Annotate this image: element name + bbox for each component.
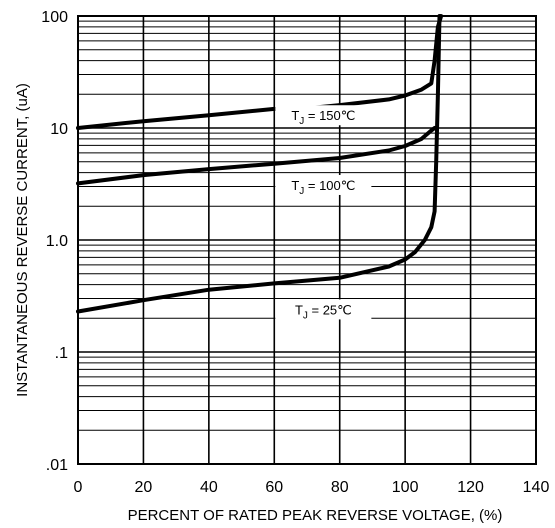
data-curves [76, 14, 444, 314]
series-label-bg-2 [275, 299, 372, 320]
x-tick-label: 0 [74, 479, 83, 496]
plot-frame [77, 15, 537, 465]
y-tick-labels: 100 10 1.0 .1 .01 [41, 9, 68, 474]
series-label-1: TJ = 100℃ [291, 178, 355, 197]
x-tick-label: 40 [200, 479, 218, 496]
x-tick-label: 140 [523, 479, 550, 496]
x-tick-label: 80 [331, 479, 349, 496]
series-label-0: TJ = 150℃ [291, 108, 355, 127]
y-tick-label: 1.0 [46, 233, 68, 250]
x-tick-labels: 0 20 40 60 80 100 120 140 [74, 479, 550, 496]
x-axis-label: PERCENT OF RATED PEAK REVERSE VOLTAGE, (… [128, 507, 503, 524]
y-tick-label: .01 [46, 457, 68, 474]
series-label-bg-0 [275, 105, 372, 126]
y-tick-label: 100 [41, 9, 68, 26]
x-tick-label: 100 [392, 479, 419, 496]
series-line-2 [76, 14, 442, 314]
x-tick-label: 20 [135, 479, 153, 496]
x-tick-label: 120 [457, 479, 484, 496]
y-axis-label: INSTANTANEOUS REVERSE CURRENT, (uA) [14, 83, 31, 397]
y-tick-label: 10 [50, 121, 68, 138]
series-label-bg-1 [275, 174, 372, 195]
series-label-2: TJ = 25℃ [295, 302, 352, 321]
series-line-0 [76, 14, 444, 130]
minor-gridlines-y [78, 20, 536, 431]
curve-labels: TJ = 150℃ TJ = 100℃ TJ = 25℃ [275, 105, 372, 321]
x-tick-label: 60 [265, 479, 283, 496]
y-tick-label: .1 [55, 345, 68, 362]
series-line-1 [76, 126, 437, 186]
